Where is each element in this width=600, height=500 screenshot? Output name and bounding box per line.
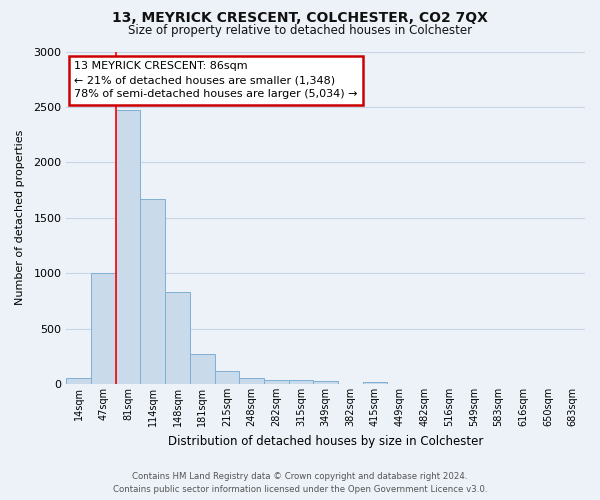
Bar: [289, 380, 313, 384]
Y-axis label: Number of detached properties: Number of detached properties: [15, 130, 25, 306]
Text: 13, MEYRICK CRESCENT, COLCHESTER, CO2 7QX: 13, MEYRICK CRESCENT, COLCHESTER, CO2 7Q…: [112, 11, 488, 25]
Text: Size of property relative to detached houses in Colchester: Size of property relative to detached ho…: [128, 24, 472, 37]
X-axis label: Distribution of detached houses by size in Colchester: Distribution of detached houses by size …: [168, 434, 484, 448]
Bar: [313, 380, 338, 384]
Bar: [215, 370, 239, 384]
Bar: [91, 273, 116, 384]
Bar: [165, 292, 190, 384]
Bar: [67, 378, 91, 384]
Bar: [239, 378, 264, 384]
Bar: [264, 380, 289, 384]
Bar: [363, 382, 388, 384]
Bar: [116, 110, 140, 384]
Bar: [140, 199, 165, 384]
Text: 13 MEYRICK CRESCENT: 86sqm
← 21% of detached houses are smaller (1,348)
78% of s: 13 MEYRICK CRESCENT: 86sqm ← 21% of deta…: [74, 62, 358, 100]
Text: Contains HM Land Registry data © Crown copyright and database right 2024.
Contai: Contains HM Land Registry data © Crown c…: [113, 472, 487, 494]
Bar: [190, 354, 215, 384]
